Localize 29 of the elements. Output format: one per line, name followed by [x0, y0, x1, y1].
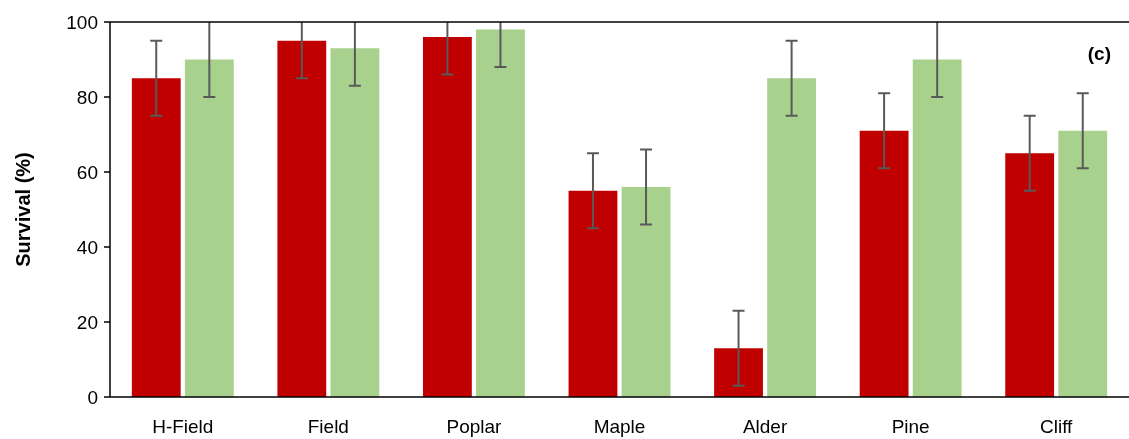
x-tick-label: Cliff: [1040, 416, 1074, 437]
bar: [277, 40, 327, 397]
bar: [330, 48, 380, 397]
y-tick-label: 40: [76, 236, 98, 258]
y-tick-label: 0: [87, 386, 98, 408]
x-tick-label: Alder: [742, 416, 788, 437]
y-axis-title: Survival (%): [12, 152, 34, 267]
bar: [1058, 130, 1108, 397]
bar: [714, 348, 763, 397]
bar: [621, 187, 671, 397]
bar: [422, 37, 472, 397]
x-tick-label: Poplar: [446, 416, 503, 437]
y-tick-label: 80: [76, 86, 98, 108]
x-tick-label: H-Field: [152, 416, 214, 437]
bar: [859, 130, 909, 397]
bar: [131, 78, 181, 397]
y-tick-label: 100: [66, 11, 98, 33]
bar: [1005, 153, 1055, 397]
y-tick-label: 20: [76, 311, 98, 333]
x-tick-label: Pine: [891, 416, 930, 437]
y-tick-label: 60: [76, 161, 98, 183]
x-tick-label: Maple: [593, 416, 646, 437]
annotation: (c): [1087, 43, 1111, 64]
bar: [767, 78, 817, 397]
bar: [476, 29, 525, 397]
x-tick-label: Field: [307, 416, 349, 437]
bar: [912, 59, 962, 397]
bar: [184, 59, 234, 397]
bar: [568, 190, 618, 397]
